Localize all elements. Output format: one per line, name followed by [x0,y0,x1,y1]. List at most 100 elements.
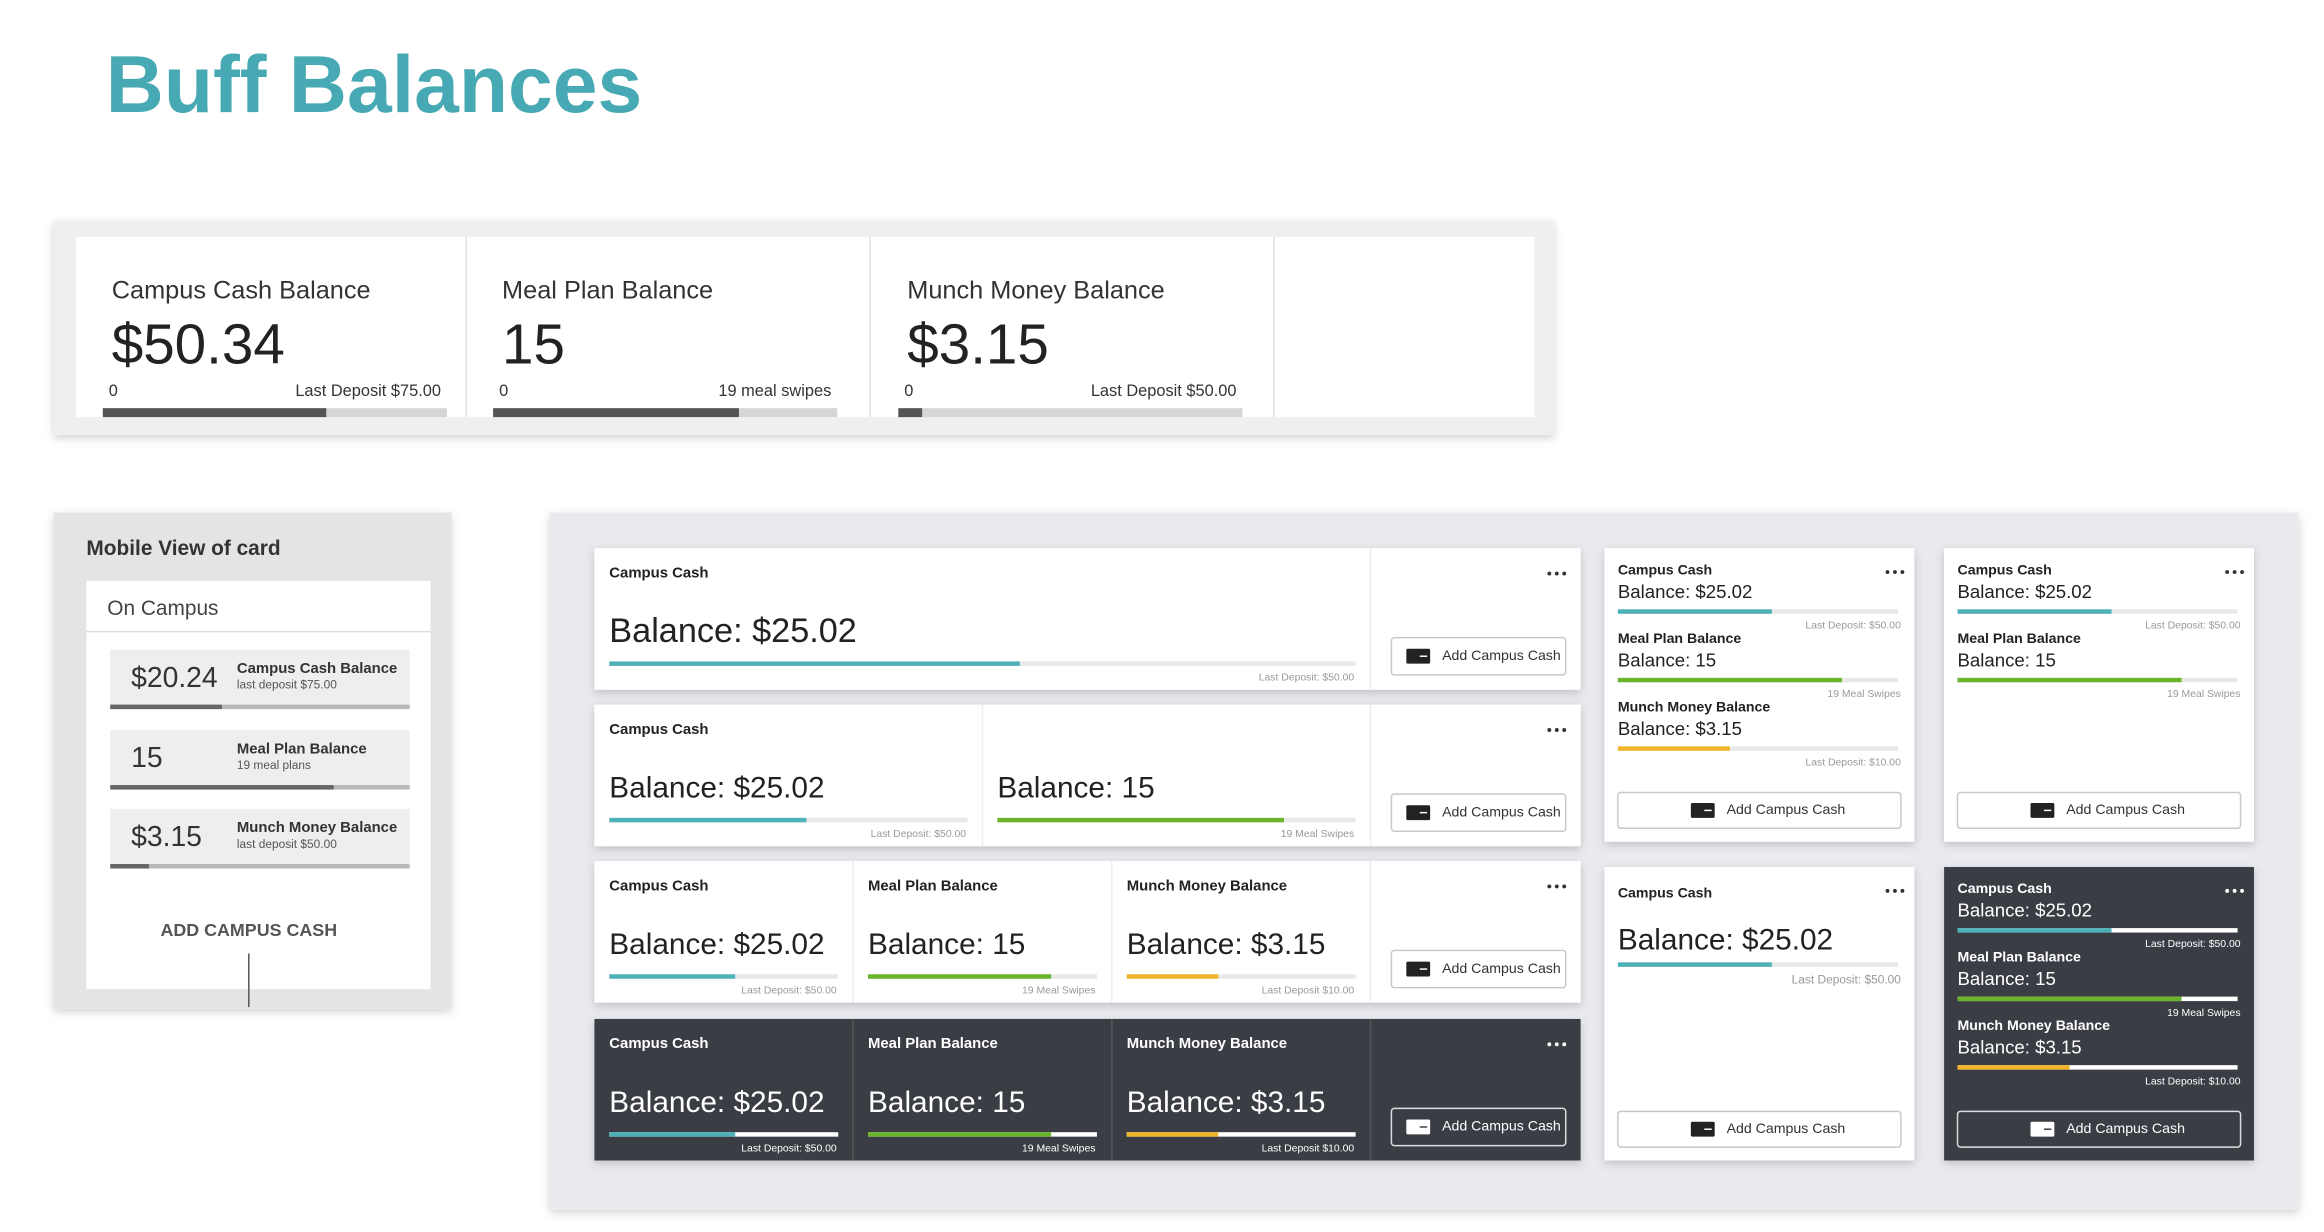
cell-note: 19 Meal Swipes [1022,1143,1095,1154]
progress-fill [1957,996,2182,1002]
more-icon[interactable] [1893,888,1897,893]
bar-note: Last Deposit $50.00 [1091,382,1237,400]
page-title: Buff Balances [106,40,642,130]
add-button[interactable] [1617,791,1902,830]
cell-title: Campus Cash [609,722,708,738]
progress-fill [1957,1065,2070,1070]
more-icon[interactable] [1900,888,1905,893]
button-label: Add Campus Cash [1442,960,1561,976]
button-label: Add Campus Cash [1442,803,1561,819]
item-note: Last Deposit: $10.00 [1805,757,1901,768]
item-balance: Balance: $25.02 [1958,581,2093,602]
more-icon[interactable] [1893,570,1897,574]
mobile-label: Munch Money Balance [237,820,397,836]
more-icon[interactable] [1547,571,1552,576]
more-icon[interactable] [1885,888,1890,893]
balance-label: Meal Plan Balance [502,277,713,305]
more-icon[interactable] [1562,728,1567,732]
progress-fill [898,408,923,418]
cell-balance: Balance: $25.02 [609,612,857,650]
more-icon[interactable] [1554,884,1559,889]
cell-note: 19 Meal Swipes [1281,829,1354,840]
more-icon[interactable] [1562,884,1567,889]
item-note: Last Deposit: $50.00 [2145,620,2241,631]
more-icon[interactable] [1885,570,1890,574]
more-icon[interactable] [1554,571,1559,576]
cash-icon [1406,961,1431,977]
add-button[interactable] [1956,1110,2242,1148]
item-note: Last Deposit: $50.00 [1805,620,1901,631]
bar-note: Last Deposit $75.00 [295,382,441,400]
progress-fill [1617,962,1772,967]
cell-note: Last Deposit: $50.00 [741,985,837,996]
cell-note: Last Deposit $10.00 [1262,1143,1355,1154]
cell-title: Campus Cash [609,878,708,894]
progress-fill [110,785,334,790]
more-icon[interactable] [2240,888,2244,893]
item-note: Last Deposit: $50.00 [2145,939,2241,950]
item-balance: Balance: $25.02 [1618,581,1753,602]
mobile-tab: On Campus [107,597,218,620]
more-icon[interactable] [2225,570,2230,574]
cell-title: Meal Plan Balance [868,878,998,894]
progress-fill [1957,928,2112,933]
add-button[interactable] [1956,791,2242,830]
progress-fill [868,974,1052,979]
bar-min: 0 [109,382,118,400]
add-button[interactable] [1390,636,1567,676]
item-note: 19 Meal Swipes [1827,689,1900,700]
add-button[interactable] [1390,949,1567,989]
add-button[interactable] [1390,1107,1567,1147]
button-label: Add Campus Cash [1442,647,1561,663]
more-icon[interactable] [2232,888,2237,893]
bar-min: 0 [904,382,913,400]
progress-track [110,704,410,710]
more-icon[interactable] [1900,570,1905,574]
bar-note: 19 meal swipes [718,382,831,400]
item-title: Meal Plan Balance [1958,949,2082,965]
item-note: 19 Meal Swipes [2167,689,2240,700]
button-label: Add Campus Cash [2066,801,2185,817]
more-icon[interactable] [2232,570,2237,574]
more-icon[interactable] [1547,1042,1552,1047]
cell-note: Last Deposit $10.00 [1262,985,1355,996]
cell-title: Campus Cash [609,565,708,581]
item-title: Campus Cash [1958,561,2052,577]
desktop-card [75,236,1535,418]
more-icon[interactable] [2240,570,2244,574]
mobile-title: Mobile View of card [86,537,280,560]
progress-fill [1617,609,1772,614]
more-icon[interactable] [1562,1042,1567,1047]
mobile-button: ADD CAMPUS CASH [160,920,337,940]
balance-value: $50.34 [112,313,285,376]
more-icon[interactable] [1562,571,1567,576]
cell-balance: Balance: 15 [868,928,1025,961]
mobile-note: 19 meal plans [237,758,311,772]
cell-title: Munch Money Balance [1127,1036,1287,1052]
mobile-item[interactable] [110,649,410,710]
more-icon[interactable] [2225,888,2230,893]
mobile-item[interactable] [110,808,410,869]
item-balance: Balance: 15 [1958,968,2056,989]
more-icon[interactable] [1554,1042,1559,1047]
cell-note: Last Deposit: $50.00 [1259,673,1355,684]
cell-balance: Balance: $25.02 [609,1086,824,1119]
item-title: Campus Cash [1958,880,2052,896]
mobile-item[interactable] [110,729,410,790]
item-title: Meal Plan Balance [1618,630,1742,646]
item-note: Last Deposit: $50.00 [1792,972,1902,986]
cell-note: Last Deposit: $50.00 [741,1143,837,1154]
item-title: Munch Money Balance [1618,698,1771,714]
content: Campus Cash Balance $50.34 0 Last Deposit $… [86,236,2254,1161]
item-title: Meal Plan Balance [1958,630,2082,646]
item-note: 19 Meal Swipes [2167,1008,2240,1019]
more-icon[interactable] [1547,884,1552,889]
progress-fill [1957,677,2182,683]
add-button[interactable] [1390,793,1567,833]
button-label: Add Campus Cash [2066,1120,2185,1136]
more-icon[interactable] [1554,728,1559,732]
progress-fill [1617,677,1842,683]
add-button[interactable] [1617,1110,1902,1148]
more-icon[interactable] [1547,728,1552,732]
